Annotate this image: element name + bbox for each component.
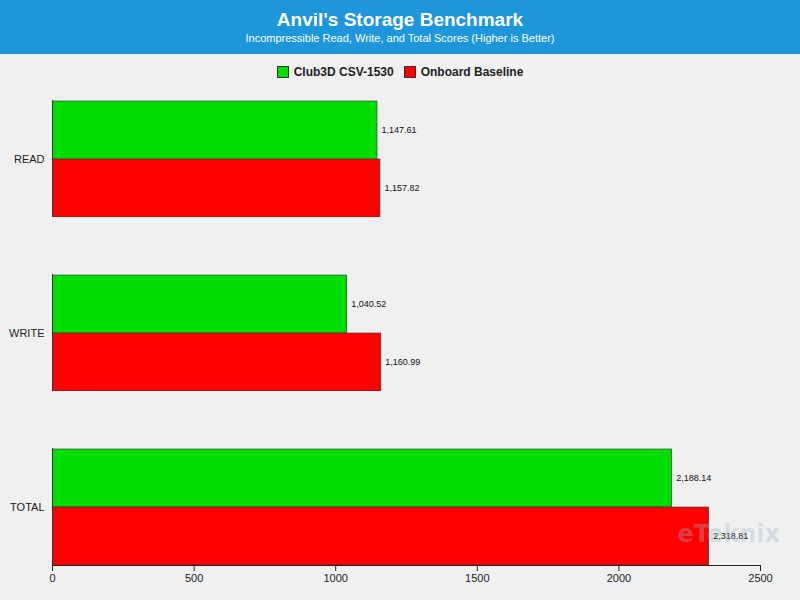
- svg-text:1,040.52: 1,040.52: [351, 299, 386, 309]
- svg-text:2000: 2000: [607, 572, 631, 584]
- svg-text:2,188.14: 2,188.14: [676, 473, 711, 483]
- svg-text:0: 0: [49, 572, 55, 584]
- svg-text:READ: READ: [14, 153, 45, 165]
- html-text:eTeknix: eTeknix: [677, 520, 780, 548]
- html-text:Anvil's Storage Benchmark: Anvil's Storage Benchmark: [276, 9, 524, 30]
- svg-text:1,157.82: 1,157.82: [384, 183, 419, 193]
- html-text:Club3D CSV-1530: Club3D CSV-1530: [293, 65, 394, 79]
- html-text:Onboard Baseline: Onboard Baseline: [420, 65, 524, 79]
- svg-text:500: 500: [185, 572, 203, 584]
- svg-text:TOTAL: TOTAL: [10, 501, 44, 513]
- svg-text:1,147.61: 1,147.61: [382, 125, 417, 135]
- svg-text:1500: 1500: [465, 572, 489, 584]
- svg-text:2500: 2500: [748, 572, 772, 584]
- svg-text:1,160.99: 1,160.99: [385, 357, 420, 367]
- svg-text:WRITE: WRITE: [9, 327, 44, 339]
- html-text:Incompressible Read, Write, an: Incompressible Read, Write, and Total Sc…: [245, 32, 555, 44]
- svg-text:1000: 1000: [323, 572, 347, 584]
